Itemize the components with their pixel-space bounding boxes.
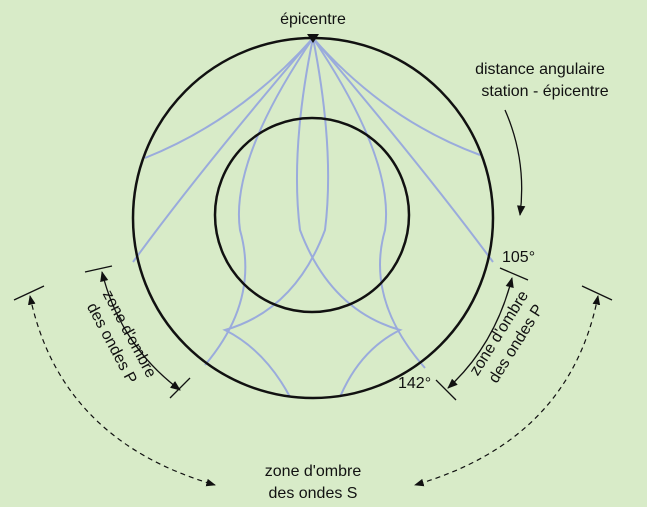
label: épicentre	[280, 11, 346, 28]
label: 142°	[398, 375, 431, 392]
group: zone d'ombre des ondes P	[467, 288, 548, 386]
label: distance angulaire	[475, 61, 605, 78]
tick	[84, 265, 113, 273]
group: zone d'ombre des ondes P	[83, 288, 159, 387]
tick	[13, 285, 45, 301]
label: station - épicentre	[481, 83, 608, 100]
arrow	[414, 295, 601, 487]
arrow	[28, 295, 216, 487]
tick	[499, 267, 529, 281]
core-circle	[213, 116, 411, 314]
mantle-circle	[131, 36, 495, 400]
epicentre-marker	[307, 34, 319, 43]
label: des ondes S	[269, 485, 358, 502]
arrow	[504, 109, 526, 217]
label: zone d'ombre	[265, 463, 362, 480]
tick	[581, 285, 613, 301]
rays	[132, 37, 494, 398]
label: 105°	[502, 249, 535, 266]
tick	[169, 377, 191, 399]
